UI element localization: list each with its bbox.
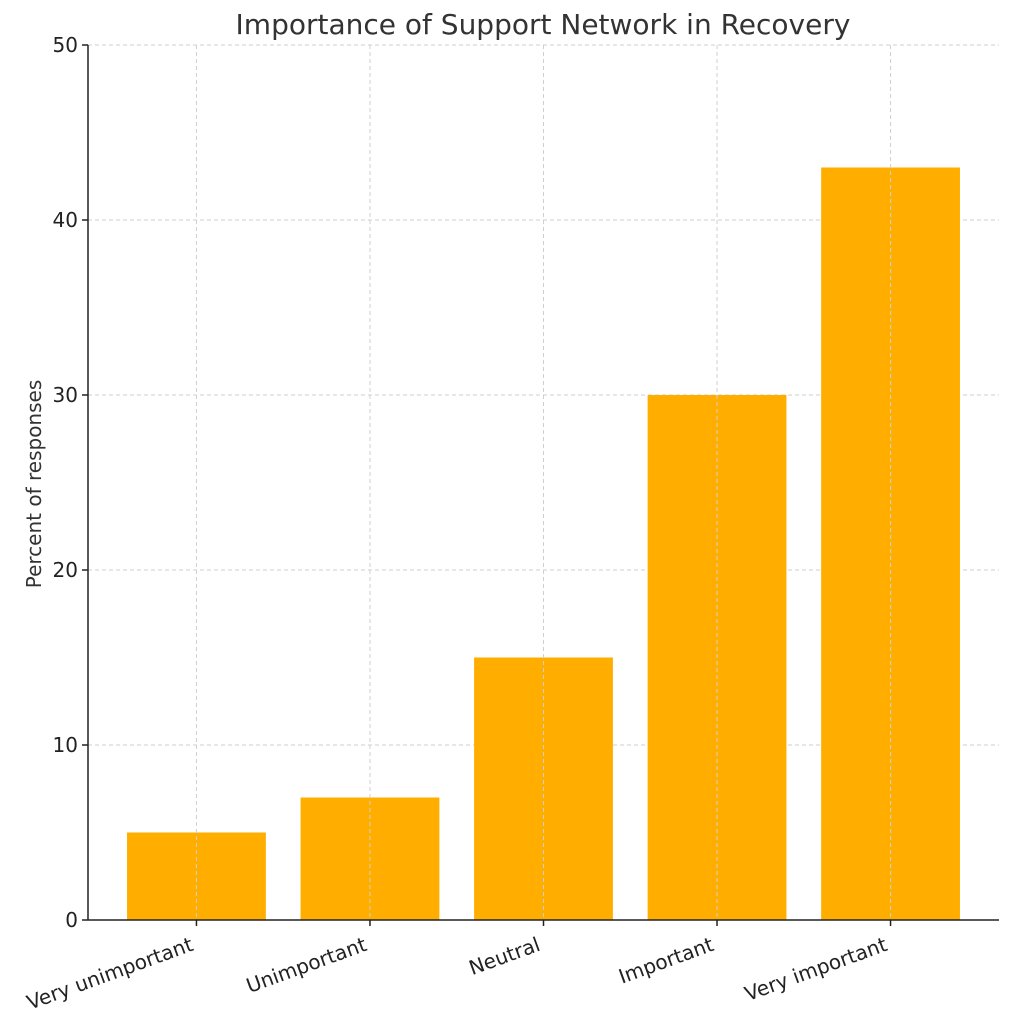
x-tick-label: Very unimportant (23, 932, 196, 1014)
y-tick-label: 10 (53, 733, 78, 757)
y-tick-label: 0 (65, 908, 78, 932)
x-tick-label: Very important (741, 932, 890, 1006)
chart-title: Importance of Support Network in Recover… (236, 8, 851, 41)
bar (127, 832, 266, 920)
y-tick-label: 20 (53, 558, 78, 582)
y-tick-label: 50 (53, 33, 78, 57)
y-tick-label: 30 (53, 383, 78, 407)
x-tick-label: Important (615, 932, 717, 989)
y-axis-label: Percent of responses (22, 380, 46, 589)
y-tick-label: 40 (53, 208, 78, 232)
x-tick-label: Unimportant (243, 932, 370, 998)
x-tick-label: Neutral (466, 932, 544, 980)
vertical-grid-layer (195, 45, 892, 920)
